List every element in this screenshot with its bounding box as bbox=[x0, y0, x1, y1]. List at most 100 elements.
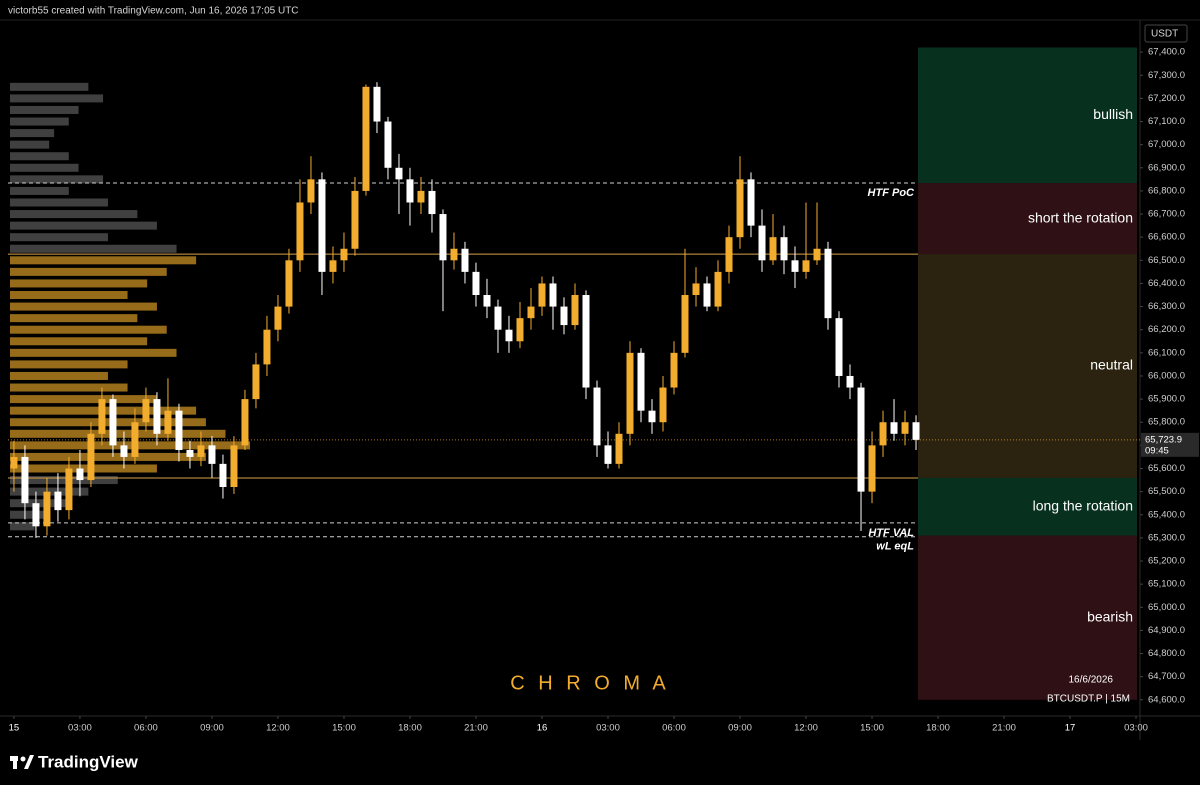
candle-body bbox=[769, 237, 777, 261]
candle-body bbox=[131, 422, 139, 457]
candle-body bbox=[879, 422, 887, 446]
profile-row bbox=[10, 510, 50, 519]
y-tick-label: 65,200.0 bbox=[1148, 556, 1185, 567]
profile-row bbox=[10, 522, 35, 531]
profile-row bbox=[10, 244, 177, 253]
profile-row bbox=[10, 129, 55, 138]
candle-body bbox=[747, 179, 755, 226]
currency-box bbox=[1144, 24, 1188, 43]
y-tick-label: 65,600.0 bbox=[1148, 463, 1185, 474]
candle-body bbox=[626, 352, 634, 434]
candle-body bbox=[54, 491, 62, 511]
profile-row bbox=[10, 383, 128, 392]
x-tick-label: 17 bbox=[1065, 723, 1076, 734]
y-tick-label: 67,100.0 bbox=[1148, 116, 1185, 127]
profile-row bbox=[10, 314, 138, 323]
x-tick-label: 21:00 bbox=[992, 723, 1016, 734]
y-tick-label: 65,000.0 bbox=[1148, 602, 1185, 613]
candle-body bbox=[692, 283, 700, 296]
candle-body bbox=[373, 86, 381, 122]
candle-body bbox=[428, 190, 436, 215]
brand-logo bbox=[10, 755, 34, 769]
zone-label: bearish bbox=[1087, 608, 1133, 624]
x-tick-label: 03:00 bbox=[596, 723, 620, 734]
candle-body bbox=[714, 271, 722, 307]
profile-row bbox=[10, 82, 89, 91]
y-tick-label: 67,400.0 bbox=[1148, 47, 1185, 58]
candle-body bbox=[516, 318, 524, 342]
candle-body bbox=[21, 456, 29, 504]
candle-body bbox=[296, 202, 304, 261]
profile-row bbox=[10, 105, 79, 114]
zone bbox=[918, 535, 1137, 700]
zone bbox=[918, 183, 1137, 255]
level-label: HTF VAL bbox=[868, 527, 914, 539]
candle-body bbox=[725, 237, 733, 272]
candle-body bbox=[582, 295, 590, 388]
candle-body bbox=[252, 364, 260, 400]
y-tick-label: 66,100.0 bbox=[1148, 347, 1185, 358]
profile-row bbox=[10, 418, 206, 427]
x-tick-label: 15:00 bbox=[860, 723, 884, 734]
candle-body bbox=[274, 306, 282, 330]
caption: victorb55 created with TradingView.com, … bbox=[8, 6, 299, 17]
candle-body bbox=[494, 306, 502, 330]
candle-body bbox=[87, 433, 95, 481]
candle-body bbox=[208, 445, 216, 464]
profile-row bbox=[10, 163, 79, 172]
profile-row bbox=[10, 256, 197, 265]
candle-body bbox=[43, 491, 51, 527]
profile-row bbox=[10, 464, 157, 473]
candle-body bbox=[98, 399, 106, 434]
candle-body bbox=[417, 190, 425, 203]
candle-body bbox=[483, 295, 491, 307]
candle-body bbox=[285, 260, 293, 307]
candle-body bbox=[857, 387, 865, 492]
candle-body bbox=[571, 295, 579, 326]
y-tick-label: 67,200.0 bbox=[1148, 93, 1185, 104]
y-tick-label: 65,300.0 bbox=[1148, 532, 1185, 543]
level-label: wL eqL bbox=[876, 541, 914, 553]
candle-body bbox=[241, 399, 249, 446]
candle-body bbox=[868, 445, 876, 492]
candle-body bbox=[142, 399, 150, 423]
candle-body bbox=[197, 445, 205, 457]
candle-body bbox=[890, 422, 898, 434]
candle-body bbox=[560, 306, 568, 326]
profile-row bbox=[10, 117, 69, 126]
candle-body bbox=[758, 225, 766, 261]
candle-body bbox=[109, 399, 117, 446]
y-tick-label: 65,400.0 bbox=[1148, 509, 1185, 520]
candle-body bbox=[32, 503, 40, 527]
candle-body bbox=[780, 237, 788, 261]
profile-row bbox=[10, 175, 104, 184]
profile-row bbox=[10, 360, 128, 369]
candle-body bbox=[681, 295, 689, 353]
candle-body bbox=[472, 271, 480, 296]
candle-body bbox=[604, 445, 612, 464]
candle-body bbox=[10, 456, 18, 469]
zone-label: bullish bbox=[1093, 106, 1133, 122]
candle-body bbox=[219, 463, 227, 487]
candle-body bbox=[824, 248, 832, 319]
y-tick-label: 65,100.0 bbox=[1148, 579, 1185, 590]
y-tick-label: 66,900.0 bbox=[1148, 162, 1185, 173]
y-tick-label: 64,700.0 bbox=[1148, 671, 1185, 682]
y-tick-label: 66,200.0 bbox=[1148, 324, 1185, 335]
y-tick-label: 65,500.0 bbox=[1148, 486, 1185, 497]
zone-label: neutral bbox=[1090, 357, 1133, 373]
symbol-label: BTCUSDT.P | 15M bbox=[1047, 694, 1130, 705]
candle-body bbox=[175, 410, 183, 450]
y-tick-label: 66,500.0 bbox=[1148, 255, 1185, 266]
profile-row bbox=[10, 476, 118, 485]
y-tick-label: 67,300.0 bbox=[1148, 70, 1185, 81]
profile-row bbox=[10, 152, 69, 161]
candle-body bbox=[76, 468, 84, 481]
profile-row bbox=[10, 291, 128, 300]
y-tick-label: 64,900.0 bbox=[1148, 625, 1185, 636]
candle-body bbox=[406, 179, 414, 203]
candle-body bbox=[637, 352, 645, 411]
candle-body bbox=[461, 248, 469, 272]
zone bbox=[918, 254, 1137, 478]
